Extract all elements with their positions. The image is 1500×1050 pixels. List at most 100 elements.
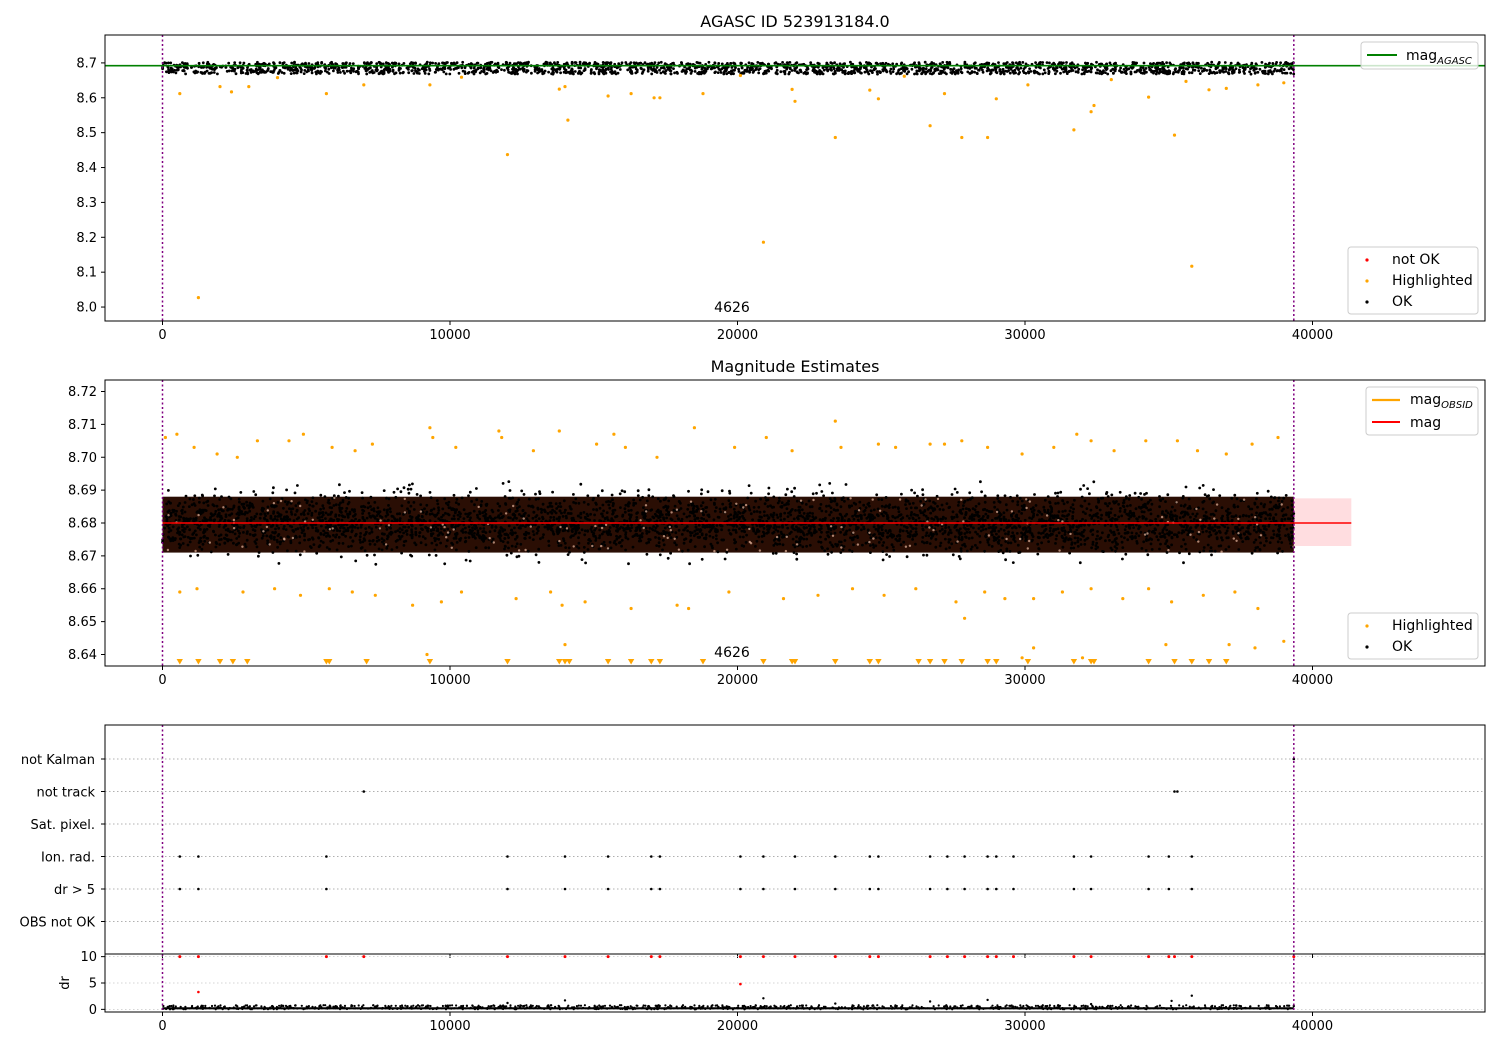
ok-point <box>551 508 554 512</box>
ok-point <box>220 495 223 498</box>
ok-point <box>991 527 995 531</box>
ok-point <box>1075 525 1079 528</box>
ok-point <box>375 62 379 65</box>
ok-point <box>957 500 961 504</box>
ok-point <box>749 491 753 495</box>
ok-point <box>984 527 988 531</box>
ok-point <box>576 526 580 529</box>
ok-point <box>557 519 561 523</box>
ok-point <box>1095 537 1098 541</box>
ok-point <box>1008 71 1012 75</box>
ok-point <box>351 62 355 65</box>
ok-point <box>232 541 235 545</box>
ok-point <box>908 533 912 536</box>
ok-point <box>379 62 383 65</box>
ok-point <box>1281 71 1284 75</box>
ok-point <box>986 66 989 70</box>
ok-point <box>982 515 985 518</box>
ok-point <box>467 71 471 74</box>
ok-point <box>299 526 303 529</box>
ok-point <box>683 69 687 73</box>
ok-point <box>552 71 555 75</box>
ok-point <box>752 510 756 514</box>
ok-point <box>720 62 724 66</box>
ok-point <box>496 70 499 73</box>
ok-point <box>1048 65 1051 69</box>
ok-point <box>559 71 562 75</box>
ok-point <box>1149 542 1153 546</box>
ok-point <box>282 71 286 75</box>
ok-point <box>454 66 458 70</box>
ok-point <box>891 62 895 66</box>
ok-point <box>280 497 284 500</box>
ok-point <box>636 494 640 497</box>
ok-point <box>1188 71 1191 75</box>
ok-point <box>1077 67 1081 71</box>
ok-point <box>1258 67 1262 71</box>
ok-point <box>266 511 270 515</box>
ok-point <box>1290 503 1294 507</box>
ok-point <box>1202 67 1206 71</box>
ok-point <box>201 542 205 546</box>
ok-point <box>1149 62 1152 65</box>
ok-point <box>1011 531 1015 535</box>
highlighted-point <box>629 92 633 96</box>
ok-point <box>441 507 445 511</box>
ok-point <box>435 543 438 547</box>
ok-point <box>1084 512 1087 515</box>
ok-point <box>696 507 700 511</box>
ok-point <box>220 65 224 69</box>
ok-point <box>1002 62 1006 66</box>
ok-point <box>643 517 647 520</box>
ok-point <box>917 61 921 64</box>
ok-point <box>1244 530 1248 533</box>
ok-point <box>440 527 443 531</box>
ok-point <box>854 502 858 506</box>
ok-point <box>1007 519 1011 522</box>
ok-point <box>1285 71 1289 75</box>
ok-point <box>664 69 668 73</box>
ok-point <box>421 535 425 539</box>
ok-point <box>578 69 581 73</box>
ok-point <box>637 62 641 65</box>
ok-point <box>372 509 376 513</box>
ok-point <box>192 498 195 501</box>
ok-point <box>938 508 942 511</box>
ok-point <box>1018 71 1021 74</box>
ok-point <box>740 61 743 65</box>
ok-point <box>914 542 917 546</box>
ok-point <box>1143 69 1146 73</box>
ok-point <box>1109 511 1112 515</box>
ok-point <box>1092 519 1096 523</box>
ok-point <box>618 541 622 544</box>
ok-point <box>230 507 234 511</box>
ok-point <box>1012 534 1016 538</box>
ok-point <box>543 525 547 529</box>
ok-point <box>1039 66 1042 70</box>
ok-point <box>772 526 776 530</box>
ok-point <box>974 530 977 534</box>
ok-point <box>1076 532 1079 536</box>
ok-point <box>608 540 612 544</box>
ok-point <box>687 489 690 493</box>
ok-point <box>826 552 830 556</box>
ok-point <box>297 516 300 520</box>
ok-point <box>310 71 314 75</box>
ok-point <box>1061 499 1064 502</box>
ok-point <box>1224 531 1228 535</box>
ok-point <box>890 543 894 547</box>
ok-point <box>376 506 380 510</box>
ok-point <box>1118 509 1122 513</box>
ok-point <box>1052 66 1055 70</box>
ok-point <box>294 549 298 553</box>
ok-point <box>344 65 348 69</box>
ok-point <box>880 504 884 508</box>
ok-point <box>1213 549 1217 553</box>
ok-point <box>630 523 633 527</box>
ok-point <box>835 503 839 507</box>
ok-point <box>864 506 868 509</box>
ok-point <box>503 495 507 498</box>
ok-point <box>758 524 762 528</box>
ok-point <box>918 509 922 512</box>
ok-point <box>1085 66 1089 69</box>
